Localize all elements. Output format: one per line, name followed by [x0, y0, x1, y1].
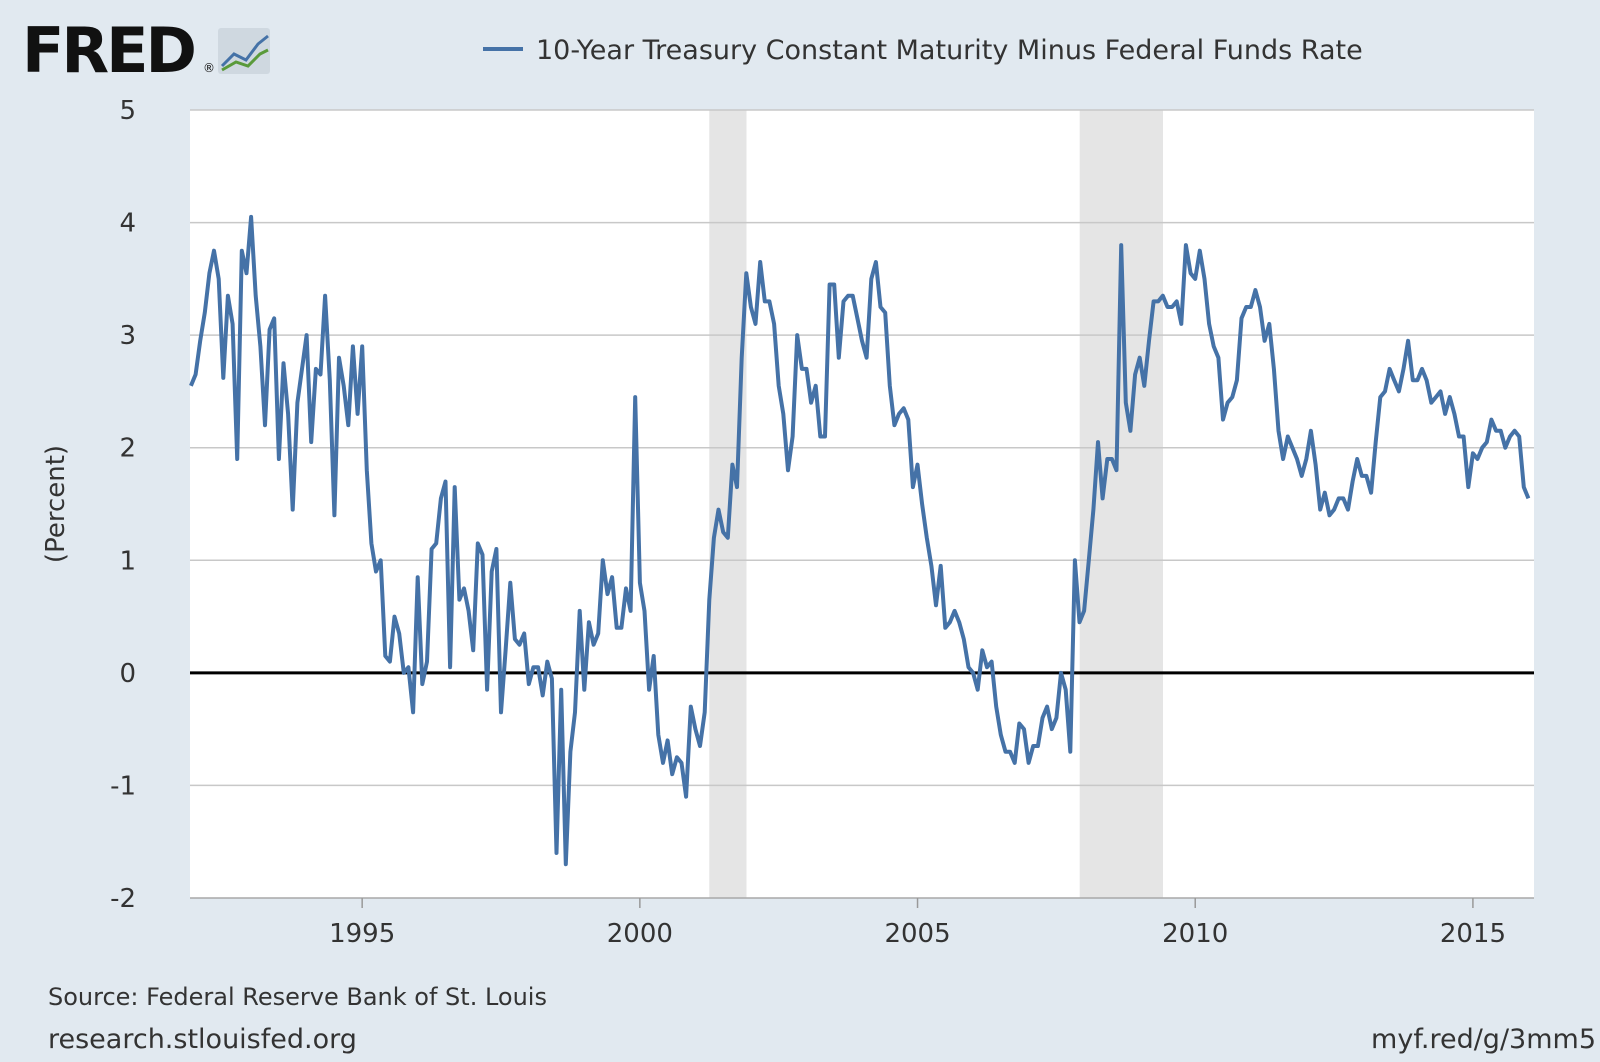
legend: 10-Year Treasury Constant Maturity Minus…: [483, 35, 1363, 66]
y-tick-label: 4: [119, 209, 136, 239]
plot-area: [190, 110, 1534, 898]
fred-logo-text: FRED: [22, 14, 194, 87]
source-text: Source: Federal Reserve Bank of St. Loui…: [48, 983, 547, 1011]
fred-chart-icon: [218, 28, 270, 74]
y-tick-label: 1: [119, 546, 136, 576]
site-link[interactable]: research.stlouisfed.org: [48, 1024, 357, 1055]
y-tick-label: 2: [119, 434, 136, 464]
x-tick-label: 2015: [1440, 919, 1506, 949]
recession-band-0: [709, 110, 747, 898]
fred-logo[interactable]: FRED ®: [22, 14, 270, 87]
legend-label: 10-Year Treasury Constant Maturity Minus…: [536, 35, 1363, 66]
x-tick-label: 1995: [329, 919, 395, 949]
y-tick-label: 3: [119, 321, 136, 351]
x-tick-label: 2005: [884, 919, 950, 949]
y-tick-label: -1: [110, 771, 136, 801]
y-axis-label: (Percent): [41, 445, 71, 563]
short-url-link[interactable]: myf.red/g/3mm5: [1371, 1024, 1596, 1055]
series-line: [189, 214, 1531, 867]
registered-mark: ®: [203, 61, 215, 75]
y-axis-ticks: -2 -1 0 1 2 3 4 5: [110, 96, 136, 914]
x-tick-label: 2000: [607, 919, 673, 949]
y-tick-label: 0: [119, 659, 136, 689]
y-tick-label: -2: [110, 884, 136, 914]
x-axis-ticks: 1995 2000 2005 2010 2015: [329, 898, 1506, 949]
x-tick-label: 2010: [1162, 919, 1228, 949]
y-tick-label: 5: [119, 96, 136, 126]
